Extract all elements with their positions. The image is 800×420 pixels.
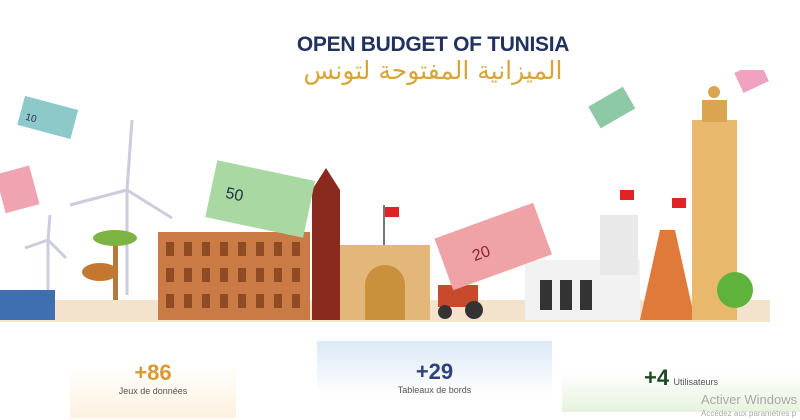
clock-tower xyxy=(312,190,340,320)
solar-panel xyxy=(0,290,55,320)
svg-text:50: 50 xyxy=(224,185,245,205)
stat-label: Tableaux de bords xyxy=(397,385,472,395)
stat-value: +86 xyxy=(134,360,172,385)
banknote: 20 xyxy=(434,202,552,291)
windows-activation-watermark: Activer Windows xyxy=(701,392,798,407)
stat-label: Utilisateurs xyxy=(673,377,719,387)
stat-card-users[interactable]: +4 Utilisateurs xyxy=(562,365,800,412)
stat-card-dashboards[interactable]: +29 Tableaux de bords xyxy=(317,341,552,396)
stat-value: +4 xyxy=(643,365,670,390)
camel xyxy=(82,263,118,281)
stat-card-datasets[interactable]: +86 Jeux de données xyxy=(70,360,236,418)
tractor xyxy=(438,285,478,307)
stat-label: Jeux de données xyxy=(118,386,188,396)
tunisia-skyline-illustration: 10 50 20 xyxy=(0,70,770,322)
banknote xyxy=(734,70,769,93)
banknote: 50 xyxy=(205,160,316,238)
page-subtitle-arabic: الميزانية المفتوحة لتونس xyxy=(303,56,563,85)
windows-activation-subtitle: Accédez aux paramètres p xyxy=(701,409,797,418)
stat-value: +29 xyxy=(415,359,454,384)
page-title: OPEN BUDGET OF TUNISIA xyxy=(296,33,570,56)
banknote: 10 xyxy=(17,95,79,140)
banknote xyxy=(588,86,636,129)
colosseum xyxy=(158,232,310,320)
banknote xyxy=(0,165,40,214)
svg-text:20: 20 xyxy=(470,243,493,265)
monument xyxy=(640,230,695,320)
svg-text:10: 10 xyxy=(24,112,38,126)
